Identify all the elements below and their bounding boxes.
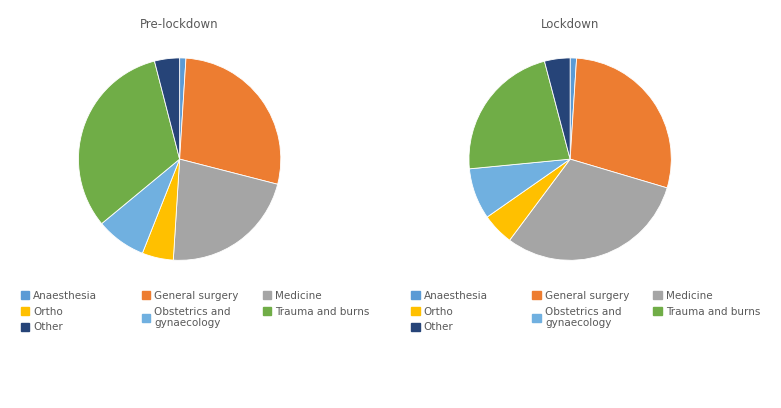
Wedge shape: [510, 159, 667, 260]
Wedge shape: [469, 61, 570, 169]
Wedge shape: [173, 159, 277, 260]
Wedge shape: [180, 58, 281, 184]
Wedge shape: [469, 159, 570, 217]
Wedge shape: [487, 159, 570, 240]
Title: Pre-lockdown: Pre-lockdown: [141, 18, 219, 31]
Wedge shape: [544, 58, 570, 159]
Title: Lockdown: Lockdown: [541, 18, 599, 31]
Wedge shape: [180, 58, 186, 159]
Wedge shape: [78, 61, 180, 224]
Wedge shape: [155, 58, 180, 159]
Wedge shape: [102, 159, 180, 253]
Wedge shape: [570, 58, 672, 188]
Wedge shape: [142, 159, 180, 260]
Wedge shape: [570, 58, 576, 159]
Legend: Medicine, Trauma and burns: Medicine, Trauma and burns: [654, 291, 761, 317]
Legend: Medicine, Trauma and burns: Medicine, Trauma and burns: [263, 291, 370, 317]
